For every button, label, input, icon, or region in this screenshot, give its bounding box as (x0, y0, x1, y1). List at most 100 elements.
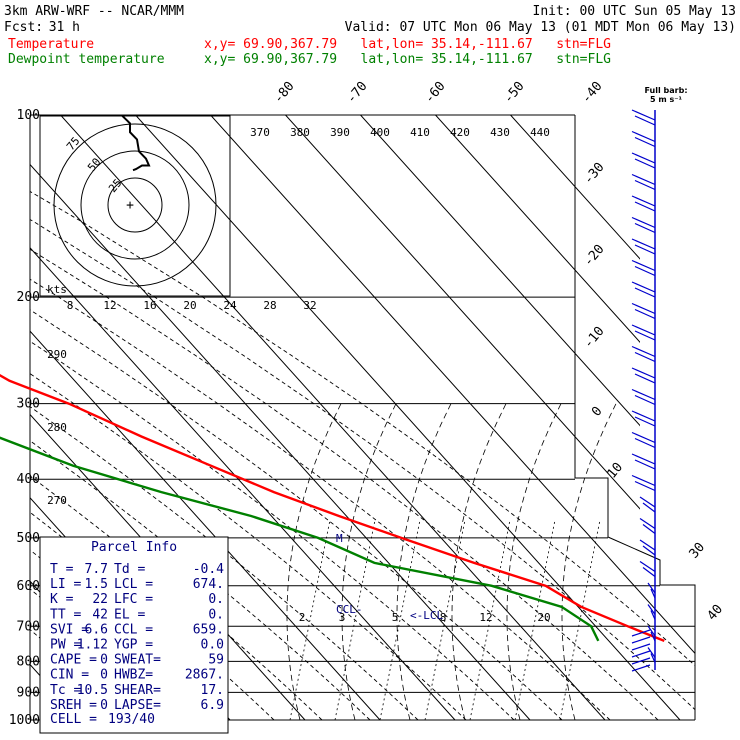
forecast-label: Fcst: (4, 20, 43, 35)
cell-value: 193/40 (108, 712, 155, 727)
mixing-ratio-line (514, 519, 556, 720)
wind-barb (631, 195, 656, 207)
pressure-tick-label: 700 (17, 619, 40, 634)
wind-barb (631, 324, 656, 336)
wind-barb (631, 636, 651, 644)
wind-barb (634, 265, 656, 277)
hodograph-speed-label: 8 (67, 299, 74, 312)
wind-barb (631, 388, 656, 401)
mixing-ratio-line (424, 519, 466, 720)
valid-time: Valid: 07 UTC Mon 06 May 13 (01 MDT Mon … (345, 20, 736, 35)
hodograph-speed-unit: kts (47, 283, 67, 296)
init-time: Init: 00 UTC Sun 05 May 13 (533, 4, 737, 19)
isotherm-tick-label: -60 (422, 79, 449, 107)
mixing-ratio-tick-label: 12 (479, 611, 492, 624)
parcel-value: 1.12 (77, 638, 108, 653)
parcel-label: LCL = (114, 577, 153, 592)
parcel-value: 59 (208, 653, 224, 668)
theta-e-tick-label: 390 (330, 126, 350, 139)
wind-barb (634, 394, 656, 406)
theta-tick-label: 270 (47, 494, 67, 507)
wind-barb (650, 653, 656, 663)
moist-adiabat-line (561, 403, 617, 720)
parcel-info-panel: Parcel Info T = 7.7 Td = -0.4 LI = 1.5 LCL = 674… (39, 536, 229, 734)
parcel-info-title: Parcel Info (91, 540, 177, 555)
pressure-tick-label: 900 (17, 685, 40, 700)
hodograph-center-mark: + (126, 198, 134, 213)
isotherm-line (435, 115, 695, 720)
theta-e-tick-label: 410 (410, 126, 430, 139)
parcel-value: 22 (92, 592, 108, 607)
dry-adiabat-line (30, 115, 563, 720)
moist-adiabat-line (396, 403, 452, 720)
moist-adiabat-line (286, 403, 342, 720)
isotherm-tick-label: 40 (705, 602, 727, 624)
dry-adiabat-line (30, 115, 659, 720)
wind-barb (634, 136, 656, 148)
theta-e-tick-label: 400 (370, 126, 390, 139)
hodograph-speed-label: 16 (143, 299, 156, 312)
dry-adiabat-line (30, 115, 515, 720)
isotherm-tick-label: 0 (589, 404, 606, 420)
parcel-label: HWBZ= (114, 668, 153, 683)
isotherm-tick-label: -30 (581, 160, 608, 188)
wind-barb (647, 582, 656, 594)
wind-barb (634, 373, 656, 384)
mixing-ratio-line (469, 519, 511, 720)
wind-barb (647, 647, 656, 658)
isotherm-line (285, 115, 695, 720)
parcel-label: SVI = (50, 622, 89, 637)
isotherm-line (30, 115, 381, 720)
m-marker: M (336, 532, 343, 545)
wind-barb (642, 524, 656, 534)
hodograph-ring-label: 50 (85, 155, 103, 174)
pressure-tick-label: 400 (17, 472, 40, 487)
dry-adiabat-line (30, 115, 419, 720)
hodograph-speed-label: 12 (103, 299, 116, 312)
wind-barb (631, 345, 656, 358)
isotherm-line (0, 115, 5, 720)
parcel-label: SHEAR= (114, 683, 161, 698)
lcl-marker: <-LCL (410, 609, 443, 622)
wind-barb (634, 222, 656, 234)
pressure-tick-label: 600 (17, 579, 40, 594)
wind-barb (631, 216, 656, 229)
legend-dewpoint-location: x,y= 69.90,367.79 lat,lon= 35.14,-111.67… (204, 52, 611, 67)
parcel-label: CCL = (114, 622, 153, 637)
parcel-label: Td = (114, 562, 145, 577)
legend-temperature: Temperature (8, 37, 94, 52)
wind-barb (634, 308, 656, 320)
isotherm-tick-label: -40 (579, 79, 606, 107)
ccl-marker: CCL- (336, 603, 363, 616)
hodograph-path (121, 114, 151, 172)
parcel-label: SWEAT= (114, 653, 161, 668)
temperature-line (0, 373, 665, 643)
hodograph-ring-label: 25 (106, 176, 124, 195)
wind-barb (631, 367, 656, 379)
legend-dewpoint: Dewpoint temperature (8, 52, 165, 67)
parcel-value: 1.5 (85, 577, 108, 592)
mixing-ratio-line (334, 519, 376, 720)
wind-barb (631, 109, 656, 121)
model-title: 3km ARW-WRF -- NCAR/MMM (4, 4, 184, 19)
wind-barb (650, 588, 656, 599)
wind-barb (631, 410, 656, 422)
moist-adiabat-line (451, 403, 507, 720)
wind-barb (631, 453, 656, 465)
wind-barb (634, 459, 656, 470)
isotherm-tick-label: -80 (271, 79, 298, 107)
wind-barb (631, 130, 656, 143)
theta-e-tick-label: 370 (250, 126, 270, 139)
isotherm-tick-label: 30 (687, 540, 709, 562)
wind-barb (639, 518, 656, 529)
parcel-value: 2867. (185, 668, 224, 683)
hodograph-ring (53, 123, 217, 287)
wind-barb (647, 604, 656, 615)
isotherm-line (30, 115, 531, 720)
wind-barb (634, 287, 656, 298)
wind-barb (642, 545, 656, 556)
parcel-label: CAPE = (50, 653, 97, 668)
isotherm-line (360, 115, 695, 720)
